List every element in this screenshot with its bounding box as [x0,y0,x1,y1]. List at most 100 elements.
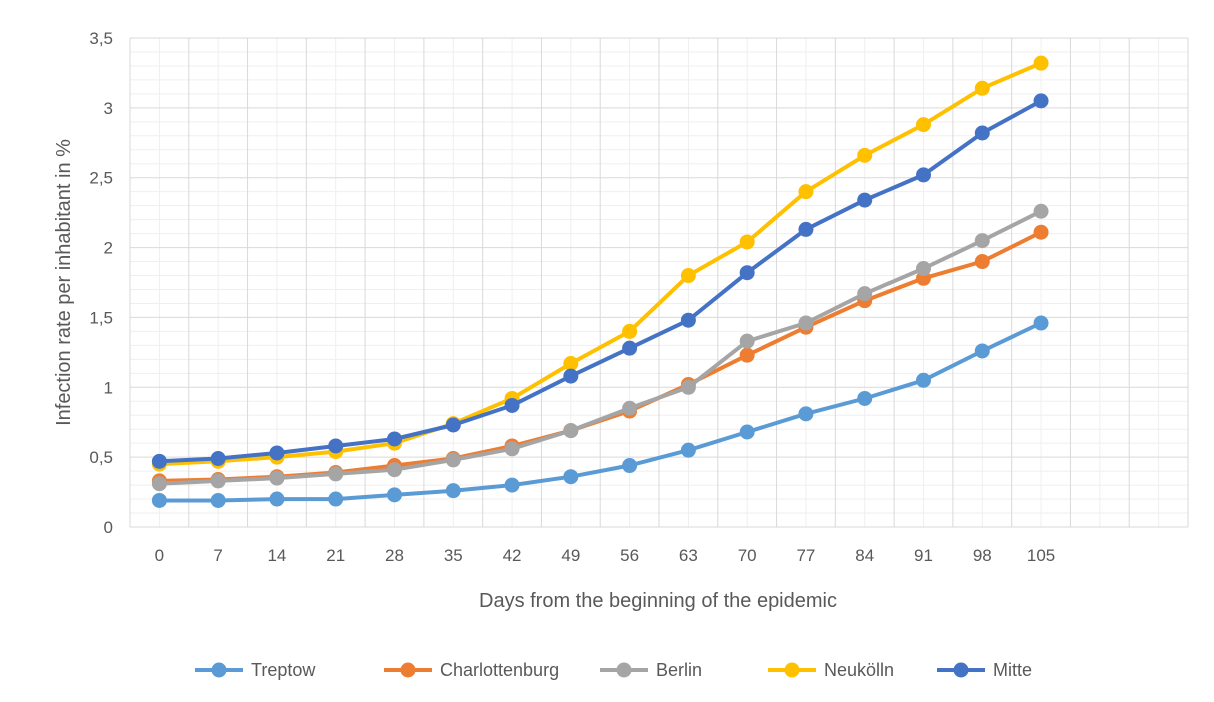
y-tick-label: 3,5 [89,29,113,48]
x-tick-label: 56 [620,546,639,565]
data-point [504,477,520,493]
data-point [916,261,931,277]
x-tick-label: 14 [267,546,286,565]
y-tick-label: 1,5 [89,308,113,327]
data-point [739,234,755,250]
legend-item: Treptow [195,660,316,680]
data-point [798,221,814,237]
data-point [210,473,226,489]
series-0 [151,315,1049,508]
x-tick-label: 105 [1027,546,1055,565]
x-tick-label: 63 [679,546,698,565]
legend-marker [616,662,632,678]
data-point [974,254,990,270]
legend-item: Charlottenburg [384,660,559,680]
legend-item: Berlin [600,660,702,680]
data-point [798,184,814,200]
data-point [622,458,638,474]
x-tick-label: 91 [914,546,933,565]
data-point [857,390,873,406]
data-point [328,466,344,482]
data-point [739,347,755,363]
data-point [563,368,579,384]
x-axis-ticks: 0 7 14 21 28 35 42 49 56 63 70 77 84 91 98 105 [155,546,1056,565]
data-point [916,117,931,133]
data-point [445,417,461,433]
data-point [916,372,931,388]
legend-item: Mitte [937,660,1032,680]
data-point [445,452,461,468]
x-tick-label: 49 [561,546,580,565]
data-point [974,343,990,359]
data-point [739,424,755,440]
data-point [680,379,696,395]
data-point [1033,224,1049,240]
y-tick-label: 0,5 [89,448,113,467]
series-line [157,98,1044,464]
data-point [680,312,696,328]
x-tick-label: 21 [326,546,345,565]
data-point [387,462,402,478]
data-point [1033,55,1049,71]
data-point [622,340,638,356]
data-point [622,323,638,339]
data-point [1033,93,1049,109]
y-tick-label: 3 [104,99,113,118]
data-point [916,167,931,183]
data-point [563,469,579,485]
legend-label: Mitte [993,660,1032,680]
series-4 [151,93,1049,469]
legend: Treptow Charlottenburg Berlin Neukölln Mitte [195,660,1032,680]
data-point [210,451,226,467]
data-point [798,406,814,422]
series-layer [151,55,1049,508]
data-point [328,491,344,507]
data-point [269,491,285,507]
y-axis-ticks: 0 0,5 1 1,5 2 2,5 3 3,5 [89,29,113,537]
data-point [739,333,755,349]
data-point [387,487,402,503]
x-tick-label: 7 [213,546,222,565]
data-point [210,492,226,508]
x-tick-label: 0 [155,546,164,565]
data-point [680,268,696,284]
series-line [157,209,1044,486]
data-point [269,445,285,461]
y-tick-label: 0 [104,518,113,537]
x-tick-label: 84 [855,546,874,565]
data-point [328,438,344,454]
series-line [157,321,1044,503]
data-point [151,453,167,469]
x-tick-label: 42 [503,546,522,565]
data-point [974,80,990,96]
y-tick-label: 2,5 [89,169,113,188]
x-tick-label: 28 [385,546,404,565]
legend-marker [784,662,800,678]
legend-label: Charlottenburg [440,660,559,680]
y-tick-label: 1 [104,378,113,397]
legend-item: Neukölln [768,660,894,680]
data-point [1033,203,1049,219]
x-tick-label: 98 [973,546,992,565]
data-point [1033,315,1049,331]
data-point [622,400,638,416]
series-line [157,61,1044,467]
y-axis-title: Infection rate per inhabitant in % [53,139,75,426]
x-tick-label: 77 [796,546,815,565]
legend-marker [211,662,227,678]
data-point [857,147,873,163]
data-point [504,397,520,413]
data-point [974,125,990,141]
legend-label: Berlin [656,660,702,680]
data-point [974,233,990,249]
legend-marker [400,662,416,678]
y-tick-label: 2 [104,239,113,258]
x-axis-title: Days from the beginning of the epidemic [479,590,837,612]
data-point [151,476,167,492]
x-tick-label: 70 [738,546,757,565]
data-point [798,315,814,331]
legend-label: Treptow [251,660,316,680]
data-point [857,192,873,208]
data-point [387,431,402,447]
